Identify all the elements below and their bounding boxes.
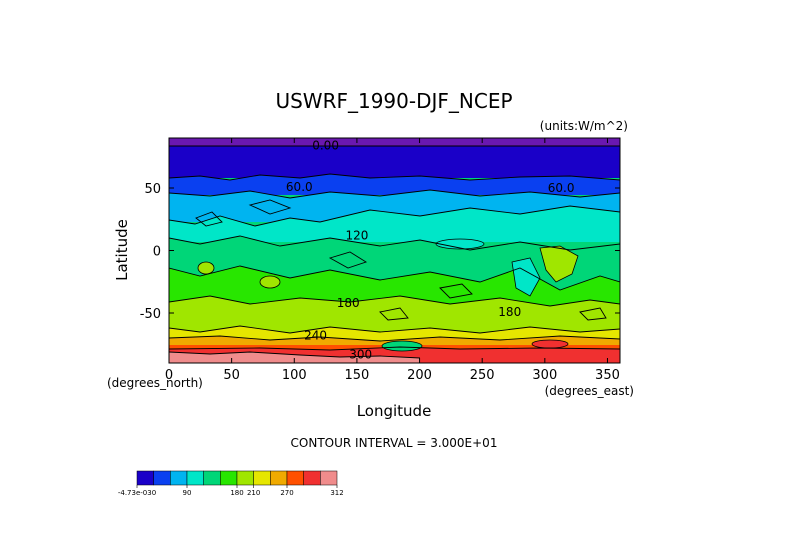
colorbar-label: 210 [247,489,260,497]
contour-lines [169,145,620,359]
x-axis: 0 50 100 150 200 250 300 350 [165,138,620,383]
x-tick-label: 150 [345,368,370,383]
feature-island-1 [197,261,215,275]
colorbar-label: 180 [230,489,243,497]
contour-label: 240 [304,329,327,343]
feature-andes [511,257,541,297]
colorbar-label: 270 [280,489,293,497]
colorbar-swatch [203,470,221,486]
x-tick-label: 250 [470,368,495,383]
feature-sa-dry [539,245,579,283]
y-tick-label: 0 [153,245,161,260]
x-tick-label: 350 [595,368,620,383]
contour-label: 60.0 [286,180,313,194]
colorbar-label: -4.73e-030 [118,489,156,497]
x-tick-label: 100 [282,368,307,383]
band-lime [169,296,620,334]
colorbar-swatch [253,470,271,486]
colorbar-label: 312 [330,489,343,497]
antarctic-high [531,339,569,349]
band-polar-purple [169,138,620,146]
y-tick-label: 50 [144,182,161,197]
colorbar-swatch [320,470,338,486]
y-axis-label: Latitude [113,219,131,281]
y-tick-label: -50 [140,307,161,322]
y-unit-label: (degrees_north) [107,376,203,390]
feature-island-2 [259,275,281,289]
colorbar-swatch [153,470,171,486]
chart-title: USWRF_1990-DJF_NCEP [275,89,512,113]
band-blue [169,174,620,195]
contour-label: 0.00 [312,139,339,153]
colorbar: -4.73e-030 90 180 210 270 312 [118,470,344,497]
x-axis-label: Longitude [357,402,432,420]
colorbar-label: 90 [183,489,192,497]
colorbar-swatch [236,470,254,486]
antarctic-low [381,340,423,352]
contour-label: 180 [498,305,521,319]
contour-label: 180 [337,296,360,310]
y-axis: 50 0 -50 [140,182,620,322]
band-cyan [169,206,620,242]
band-deep-blue [169,146,620,178]
x-tick-label: 0 [165,368,173,383]
units-label: (units:W/m^2) [540,119,628,133]
contour-labels: 0.00 60.0 60.0 120 180 180 240 300 [286,139,575,362]
contour-label: 60.0 [548,181,575,195]
x-tick-label: 300 [532,368,557,383]
colorbar-swatch [270,470,288,486]
x-tick-label: 200 [407,368,432,383]
colorbar-swatch [286,470,304,486]
plot-area: 0.00 60.0 60.0 120 180 180 240 300 [169,138,620,363]
colorbar-swatch [303,470,321,486]
x-unit-label: (degrees_east) [545,384,634,398]
colorbar-swatch [136,470,154,486]
colorbar-swatch [186,470,204,486]
x-tick-label: 50 [223,368,240,383]
contour-interval-text: CONTOUR INTERVAL = 3.000E+01 [291,436,498,450]
colorbar-swatch [220,470,238,486]
colorbar-swatch [170,470,188,486]
contour-label: 300 [349,347,372,361]
contour-label: 120 [345,229,368,243]
feature-cyan-blob [435,238,485,250]
